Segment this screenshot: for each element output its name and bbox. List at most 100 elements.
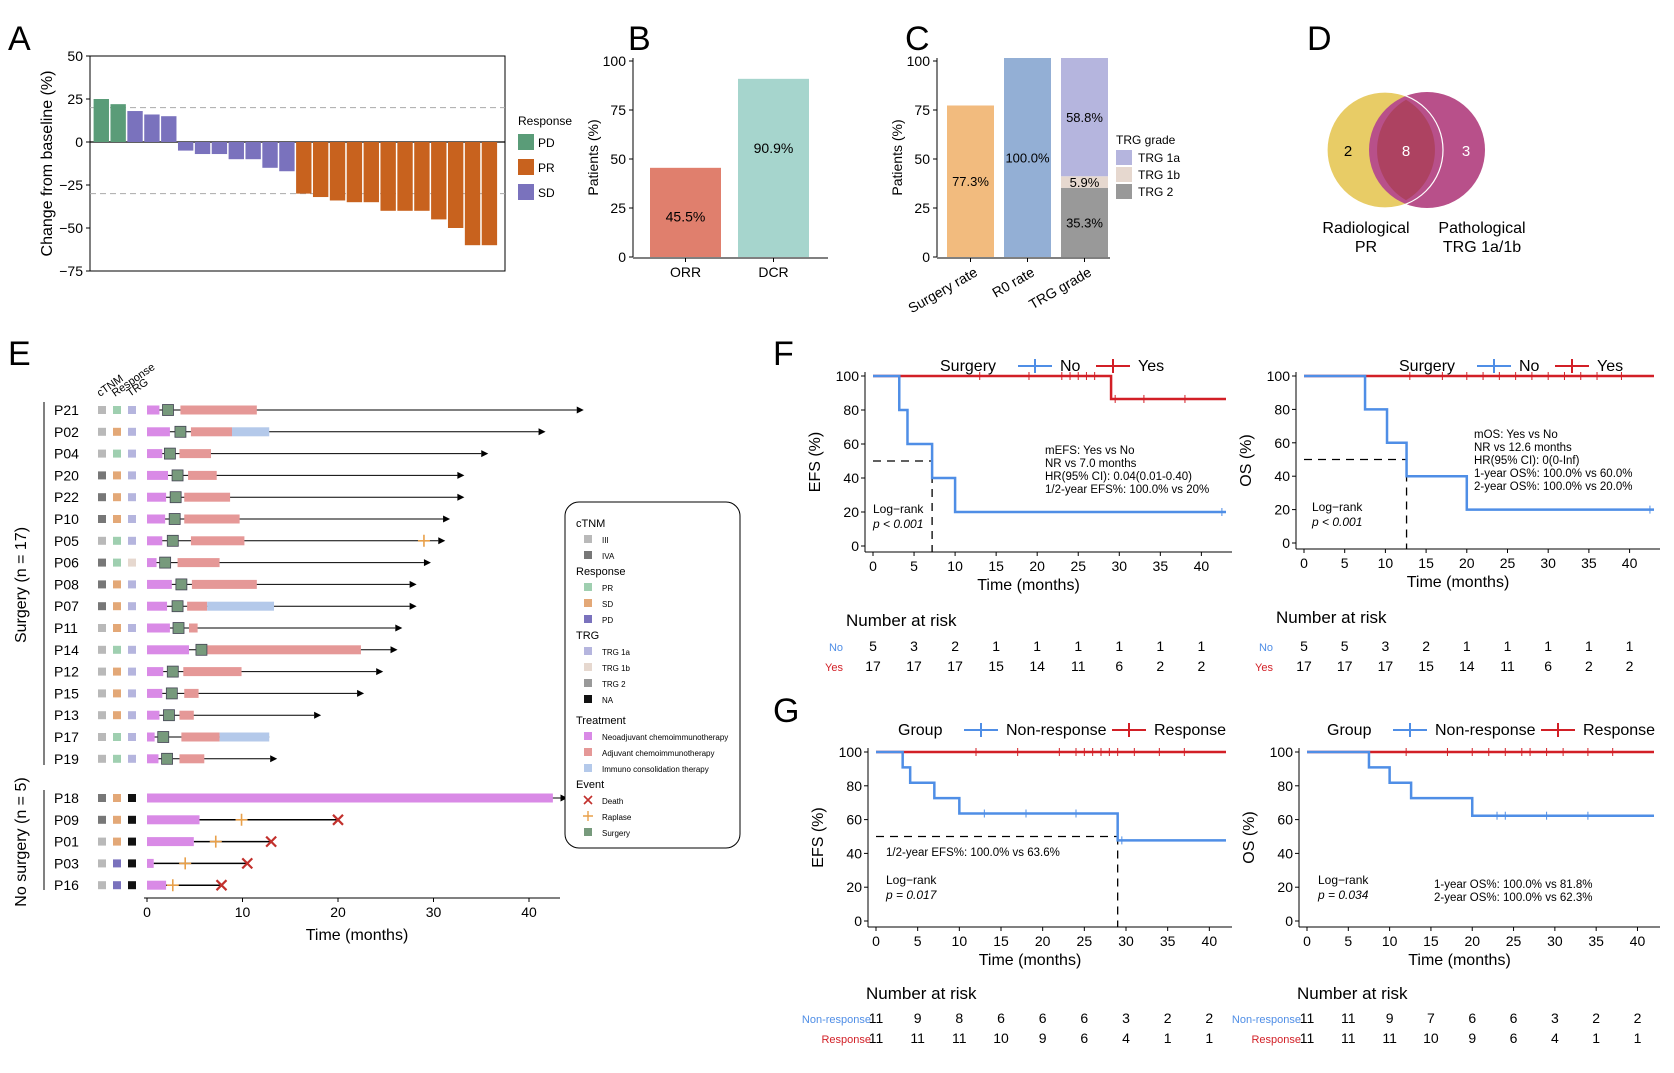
immuno-bar (207, 601, 275, 611)
annotation-line: 1-year OS%: 100.0% vs 60.0% (1474, 468, 1633, 480)
patient-attribute-cell (128, 645, 136, 654)
adjuvant-bar (183, 667, 242, 677)
risk-count: 9 (1039, 1030, 1047, 1046)
panel-letter-e: E (8, 335, 31, 373)
risk-count: 11 (952, 1030, 967, 1046)
surgery-marker (162, 404, 174, 416)
x-tick-label: 30 (426, 904, 442, 920)
patient-attribute-cell (98, 754, 106, 763)
risk-row-label: Non-response (1232, 1014, 1301, 1026)
x-tick-label: 15 (993, 933, 1009, 949)
bar-dcr (738, 78, 809, 257)
risk-count: 1 (1033, 638, 1041, 654)
x-tick-label: 20 (1029, 558, 1045, 574)
y-tick-label: 100 (1270, 744, 1294, 760)
y-axis-title: Change from baseline (%) (39, 71, 56, 257)
y-tick-label: 100 (839, 744, 863, 760)
patient-attribute-cell (98, 471, 106, 480)
patient-attribute-cell (113, 667, 121, 676)
adjuvant-bar (191, 579, 257, 589)
death-marker (265, 835, 277, 848)
panel-letter-d: D (1307, 20, 1332, 58)
risk-count: 1 (1074, 638, 1082, 654)
legend-title: TRG grade (1116, 133, 1176, 147)
waterfall-bar (177, 142, 194, 151)
x-tick-label: 30 (1540, 555, 1556, 571)
legend-swatch (1116, 150, 1132, 165)
legend-item-label: PD (602, 616, 613, 625)
neoadjuvant-bar (147, 623, 170, 633)
patient-attribute-cell (113, 515, 121, 523)
y-tick-label: 0 (1285, 913, 1293, 929)
count-only-radiological: 2 (1344, 143, 1352, 160)
surgery-marker (163, 709, 175, 722)
risk-count: 3 (1551, 1010, 1559, 1026)
risk-count: 11 (869, 1030, 884, 1046)
x-tick-label: 30 (1547, 933, 1563, 949)
x-tick-label: TRG grade (1026, 264, 1094, 313)
km-curve-non-response (1307, 750, 1654, 817)
risk-row-label: No (1259, 642, 1273, 654)
neoadjuvant-bar (147, 427, 170, 437)
patient-attribute-cell (113, 471, 121, 480)
y-tick-label: 75 (610, 102, 626, 118)
data-label: 77.3% (952, 174, 989, 189)
panel-letter-g: G (773, 692, 799, 730)
neoadjuvant-bar (147, 514, 166, 524)
risk-count: 3 (1381, 638, 1389, 654)
patient-attribute-cell (98, 667, 106, 676)
patient-id: P10 (54, 511, 79, 527)
neoadjuvant-bar (147, 858, 154, 868)
followup-arrow (560, 794, 568, 802)
x-tick-label: 5 (1344, 933, 1352, 949)
surgery-marker (174, 425, 187, 438)
surgery-marker (171, 469, 184, 482)
adjuvant-bar (189, 623, 198, 633)
legend-section-title: Treatment (576, 715, 626, 727)
adjuvant-bar (201, 645, 361, 655)
waterfall-bar (110, 104, 126, 142)
patient-attribute-cell (98, 536, 106, 545)
patient-attribute-cell (98, 580, 106, 589)
patient-attribute-cell (98, 449, 106, 458)
x-tick-label: 40 (521, 904, 537, 920)
stack-segment (1061, 187, 1108, 257)
risk-count: 11 (869, 1010, 884, 1026)
legend-item-label: Death (602, 797, 623, 806)
risk-count: 17 (865, 658, 881, 674)
x-tick-label: 15 (1418, 555, 1434, 571)
y-tick-label: 25 (914, 200, 930, 216)
x-tick-label: 5 (914, 933, 922, 949)
risk-count: 3 (910, 638, 918, 654)
patient-attribute-cell (128, 881, 136, 890)
waterfall-bar (279, 142, 295, 172)
legend-label: PD (538, 136, 555, 150)
patient-attribute-cell (128, 859, 136, 868)
patient-attribute-cell (128, 711, 136, 720)
legend-swatch (518, 184, 534, 200)
annotation-line: mOS: Yes vs No (1474, 429, 1558, 441)
x-tick-label: 30 (1111, 558, 1127, 574)
legend-title: Group (898, 722, 943, 739)
patient-attribute-cell (113, 815, 121, 824)
patient-attribute-cell (98, 427, 106, 436)
logrank-label: Log−rank (1312, 500, 1363, 514)
set-label: Pathological (1438, 220, 1525, 237)
legend-item-label: Adjuvant chemoimmunotherapy (602, 749, 715, 758)
waterfall-bar (127, 111, 143, 142)
neoadjuvant-bar (147, 601, 168, 611)
adjuvant-bar (190, 427, 232, 437)
y-tick-label: 0 (618, 249, 626, 265)
followup-arrow (438, 537, 446, 545)
y-tick-label: 75 (914, 102, 930, 118)
x-tick-label: 0 (143, 904, 151, 920)
patient-attribute-cell (98, 794, 106, 802)
patient-attribute-cell (113, 859, 121, 868)
risk-count: 15 (1418, 658, 1434, 674)
legend-swatch (584, 764, 592, 772)
followup-arrow (481, 450, 489, 458)
risk-table-title: Number at risk (846, 611, 957, 630)
followup-arrow (395, 624, 403, 632)
waterfall-bar (161, 116, 177, 142)
y-tick-label: 0 (1282, 535, 1290, 551)
